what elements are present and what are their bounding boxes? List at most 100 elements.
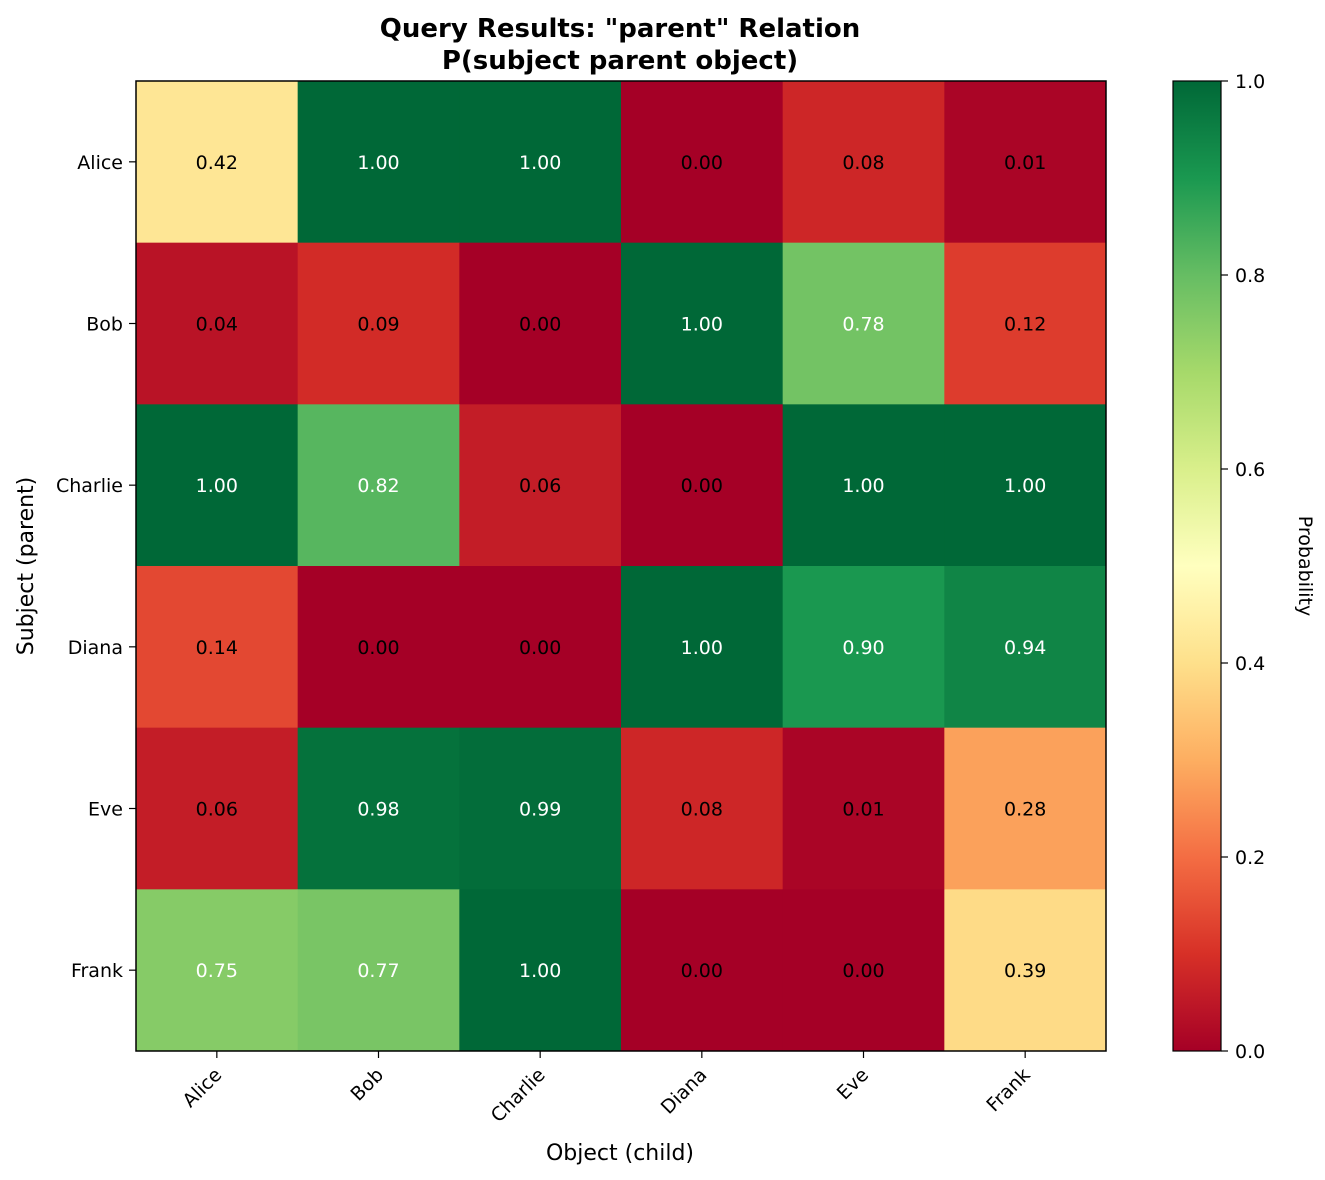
cell-value-label: 0.14 xyxy=(196,637,238,659)
heatmap-cell xyxy=(621,404,784,567)
y-tick-label: Diana xyxy=(68,637,123,659)
heatmap-cell xyxy=(136,81,299,244)
cell-value-label: 0.90 xyxy=(842,637,884,659)
heatmap-cell xyxy=(944,566,1107,729)
colorbar-tick-label: 0.0 xyxy=(1235,1041,1265,1063)
cell-value-label: 0.00 xyxy=(681,152,723,174)
cell-value-label: 0.00 xyxy=(357,637,399,659)
cell-value-label: 1.00 xyxy=(519,960,561,982)
heatmap-cell xyxy=(621,727,784,890)
cell-value-label: 0.39 xyxy=(1004,960,1046,982)
x-tick-label: Frank xyxy=(982,1064,1034,1116)
plot-frame xyxy=(135,80,1107,1052)
heatmap-cell-labels: 0.42 1.00 1.00 0.00 0.08 0.01 0.04 0.09 0.00 1.00… xyxy=(196,152,1047,982)
heatmap-cell xyxy=(297,727,460,890)
heatmap-cell xyxy=(297,889,460,1052)
colorbar-tick-label: 0.8 xyxy=(1235,265,1265,287)
x-tick-label: Bob xyxy=(347,1064,389,1106)
y-tick-label: Frank xyxy=(71,960,123,982)
cell-value-label: 0.09 xyxy=(357,314,399,336)
y-tick-label: Charlie xyxy=(56,475,123,497)
heatmap-cell xyxy=(944,889,1107,1052)
cell-value-label: 0.06 xyxy=(519,475,561,497)
cell-value-label: 1.00 xyxy=(842,475,884,497)
heatmap-cell xyxy=(944,81,1107,244)
cell-value-label: 0.98 xyxy=(357,799,399,821)
chart-title: Query Results: "parent" Relation xyxy=(380,14,861,44)
heatmap-cell xyxy=(621,242,784,405)
cell-value-label: 0.00 xyxy=(842,960,884,982)
heatmap-cell xyxy=(136,727,299,890)
colorbar-tick-label: 0.2 xyxy=(1235,847,1265,869)
heatmap-cell xyxy=(944,404,1107,567)
heatmap-cell xyxy=(944,727,1107,890)
cell-value-label: 0.01 xyxy=(842,799,884,821)
cell-value-label: 0.00 xyxy=(681,960,723,982)
heatmap-cells xyxy=(136,81,1107,1052)
heatmap-cell xyxy=(782,566,945,729)
heatmap-cell xyxy=(459,566,622,729)
colorbar-tick-label: 0.4 xyxy=(1235,653,1265,675)
x-axis-label: Object (child) xyxy=(546,1141,694,1166)
cell-value-label: 0.75 xyxy=(196,960,238,982)
y-tick-label: Bob xyxy=(86,314,123,336)
cell-value-label: 0.78 xyxy=(842,314,884,336)
colorbar xyxy=(1172,80,1222,1052)
cell-value-label: 1.00 xyxy=(681,314,723,336)
heatmap-cell xyxy=(459,727,622,890)
y-axis-label: Subject (parent) xyxy=(14,477,39,656)
heatmap-cell xyxy=(297,404,460,567)
cell-value-label: 0.28 xyxy=(1004,799,1046,821)
heatmap-cell xyxy=(459,404,622,567)
heatmap-cell xyxy=(782,81,945,244)
cell-value-label: 0.12 xyxy=(1004,314,1046,336)
heatmap-cell xyxy=(621,81,784,244)
cell-value-label: 0.00 xyxy=(519,637,561,659)
cell-value-label: 1.00 xyxy=(681,637,723,659)
heatmap-cell xyxy=(782,889,945,1052)
heatmap-cell xyxy=(459,81,622,244)
cell-value-label: 0.04 xyxy=(196,314,238,336)
colorbar-tick-label: 0.6 xyxy=(1235,459,1265,481)
heatmap-cell xyxy=(782,404,945,567)
x-tick-label: Eve xyxy=(833,1064,873,1104)
heatmap-cell xyxy=(782,727,945,890)
cell-value-label: 0.08 xyxy=(681,799,723,821)
heatmap-cell xyxy=(782,242,945,405)
heatmap-cell xyxy=(297,242,460,405)
heatmap-cell xyxy=(621,889,784,1052)
cell-value-label: 0.08 xyxy=(842,152,884,174)
cell-value-label: 1.00 xyxy=(1004,475,1046,497)
x-tick-label: Alice xyxy=(178,1064,226,1112)
x-tick-label: Charlie xyxy=(487,1064,550,1127)
cell-value-label: 0.42 xyxy=(196,152,238,174)
y-tick-label: Alice xyxy=(77,152,123,174)
heatmap-cell xyxy=(136,242,299,405)
heatmap-cell xyxy=(459,889,622,1052)
chart-subtitle: P(subject parent object) xyxy=(442,46,798,76)
y-tick-label: Eve xyxy=(88,799,123,821)
cell-value-label: 0.94 xyxy=(1004,637,1046,659)
cell-value-label: 1.00 xyxy=(357,152,399,174)
cell-value-label: 0.00 xyxy=(681,475,723,497)
cell-value-label: 0.00 xyxy=(519,314,561,336)
cell-value-label: 0.82 xyxy=(357,475,399,497)
heatmap-cell xyxy=(136,566,299,729)
cell-value-label: 0.06 xyxy=(196,799,238,821)
colorbar-tick-label: 1.0 xyxy=(1235,71,1265,93)
colorbar-ticks: 0.0 0.2 0.4 0.6 0.8 1.0 xyxy=(1221,71,1265,1063)
heatmap-cell xyxy=(297,81,460,244)
cell-value-label: 1.00 xyxy=(519,152,561,174)
cell-value-label: 1.00 xyxy=(196,475,238,497)
heatmap-cell xyxy=(459,242,622,405)
x-tick-label: Diana xyxy=(657,1064,712,1119)
heatmap-cell xyxy=(621,566,784,729)
y-axis-ticks: Alice Bob Charlie Diana Eve Frank xyxy=(56,152,136,982)
heatmap-cell xyxy=(297,566,460,729)
cell-value-label: 0.77 xyxy=(357,960,399,982)
cell-value-label: 0.99 xyxy=(519,799,561,821)
heatmap-cell xyxy=(136,889,299,1052)
colorbar-label: Probability xyxy=(1294,516,1316,616)
x-axis-ticks: Alice Bob Charlie Diana Eve Frank xyxy=(178,1051,1035,1127)
